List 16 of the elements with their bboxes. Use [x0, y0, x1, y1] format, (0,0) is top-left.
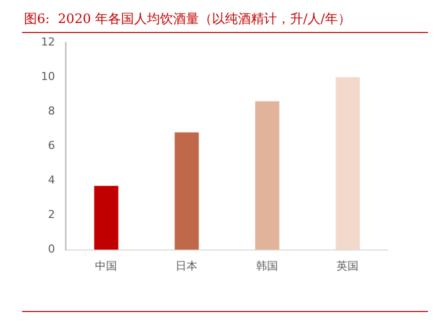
bar	[255, 101, 280, 250]
x-tick-label: 韩国	[256, 259, 278, 272]
y-tick-label: 6	[48, 139, 55, 152]
chart-title: 图6: 2020 年各国人均饮酒量（以纯酒精计，升/人/年）	[23, 11, 352, 29]
x-tick-label: 中国	[95, 259, 118, 272]
bar	[336, 77, 360, 250]
x-tick-label: 英国	[336, 259, 359, 272]
bar	[174, 132, 199, 250]
y-tick-label: 0	[48, 242, 55, 256]
bar	[94, 186, 118, 250]
y-tick-label: 10	[40, 70, 55, 83]
y-tick-label: 2	[48, 208, 55, 222]
y-tick-label: 8	[48, 104, 55, 118]
y-tick-label: 4	[48, 174, 55, 187]
x-tick-label: 日本	[176, 259, 198, 272]
y-tick-label: 12	[40, 35, 55, 48]
